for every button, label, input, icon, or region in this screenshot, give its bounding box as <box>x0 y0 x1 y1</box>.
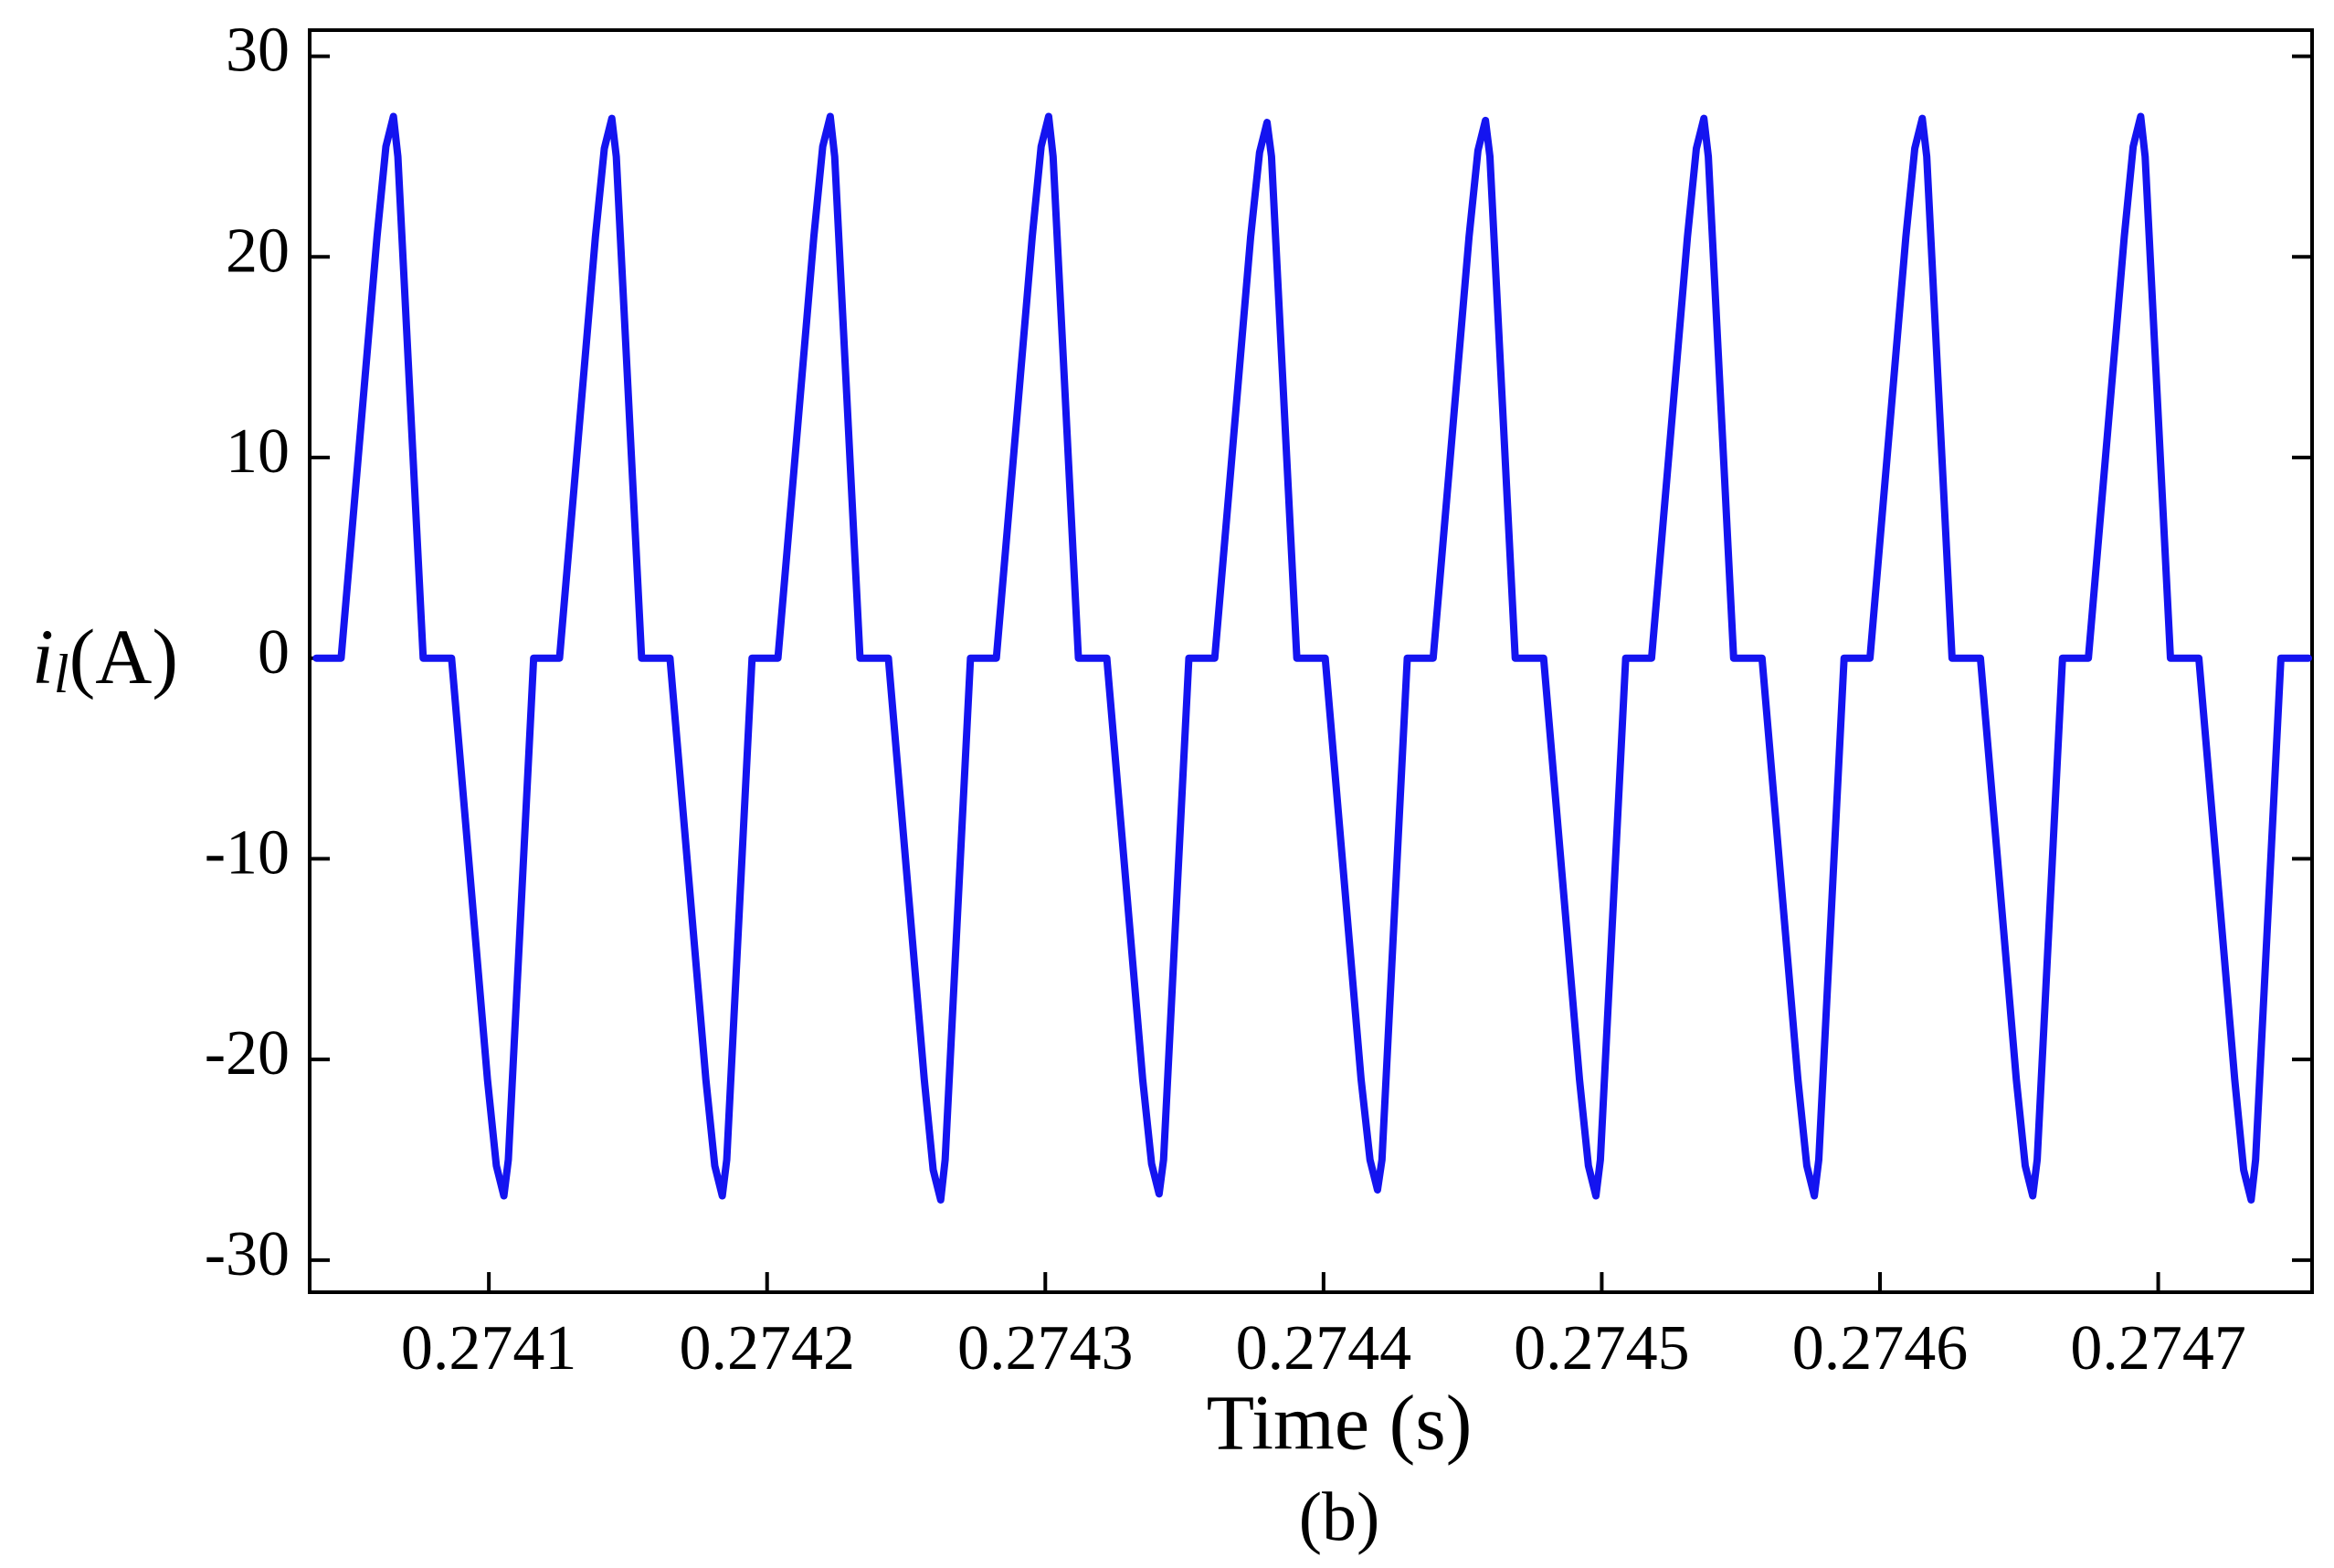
y-label-subscript: l <box>54 644 69 704</box>
x-tick-label: 0.2741 <box>401 1313 577 1384</box>
x-axis-label: Time (s) <box>1207 1379 1473 1467</box>
x-tick-label: 0.2746 <box>1792 1313 1969 1384</box>
y-tick-label: 10 <box>226 416 290 487</box>
plot-frame <box>308 28 2314 1294</box>
y-tick-label: -10 <box>205 817 290 888</box>
y-tick-label: 0 <box>258 617 290 688</box>
x-tick-label: 0.2747 <box>2070 1313 2246 1384</box>
y-label-symbol: i <box>32 613 54 700</box>
caption: (b) <box>1299 1479 1380 1555</box>
x-tick-label: 0.2743 <box>957 1313 1134 1384</box>
y-tick-label: 20 <box>226 216 290 286</box>
y-label-unit: (A) <box>69 613 178 700</box>
waveform-line <box>312 112 2313 1204</box>
x-tick-label: 0.2742 <box>679 1313 855 1384</box>
y-tick-label: 30 <box>226 16 290 86</box>
x-tick-label: 0.2745 <box>1514 1313 1690 1384</box>
y-tick-label: -20 <box>205 1018 290 1089</box>
y-tick-label: -30 <box>205 1219 290 1289</box>
x-tick-label: 0.2744 <box>1236 1313 1412 1384</box>
y-axis-label: il(A) <box>32 613 178 704</box>
